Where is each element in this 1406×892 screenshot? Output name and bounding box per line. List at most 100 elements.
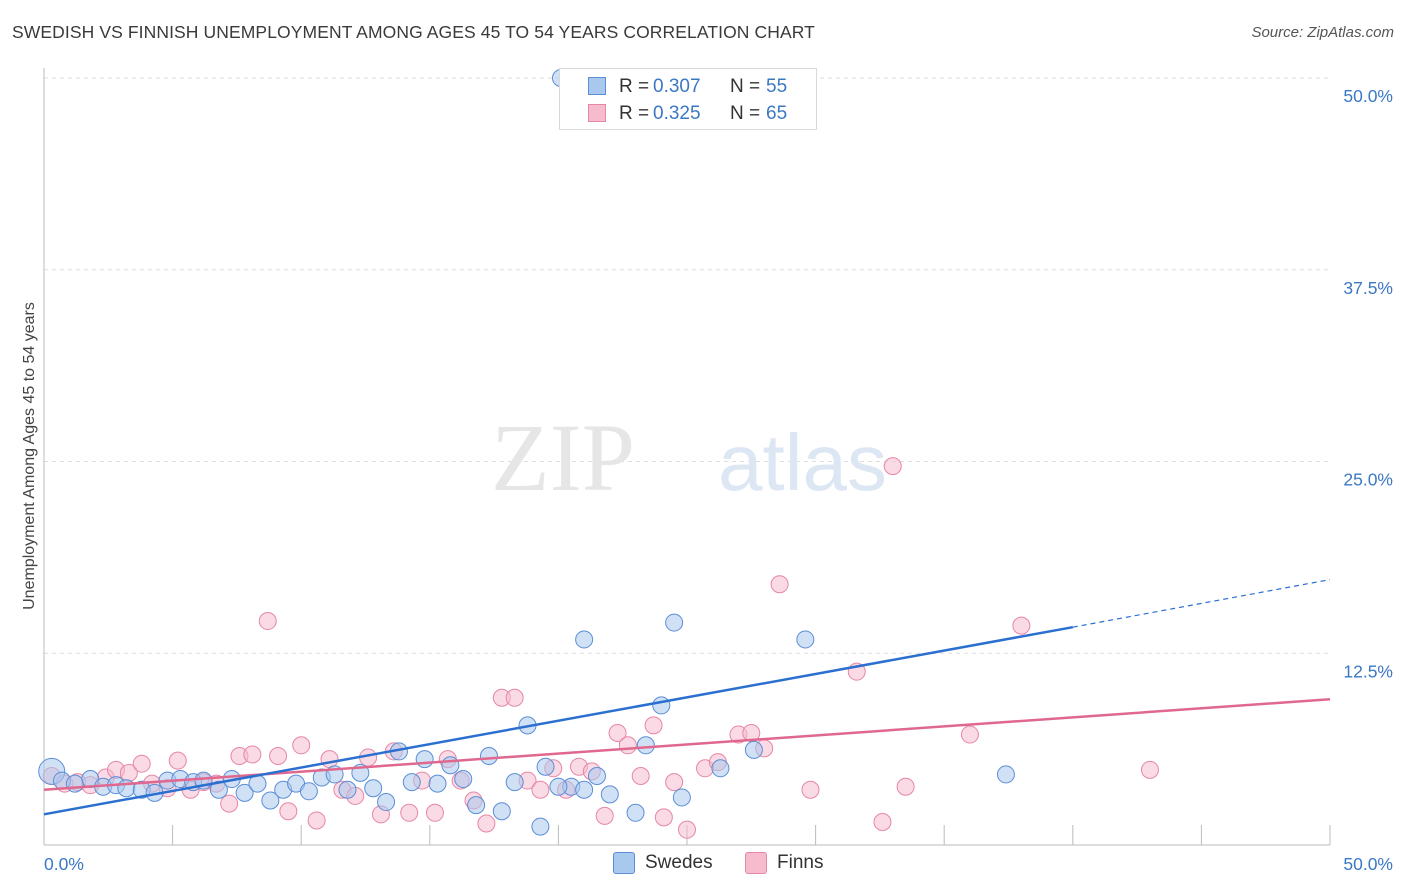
trend-lines bbox=[43, 579, 1331, 816]
y-tick-label: 37.5% bbox=[1343, 278, 1393, 298]
correlation-legend: R = 0.307 N = 55 R = 0.325 N = 65 bbox=[559, 68, 817, 130]
legend-swatch-finns bbox=[588, 104, 606, 122]
watermark-atlas: atlas bbox=[718, 418, 887, 507]
swedes-trend-line bbox=[43, 625, 1074, 816]
swedes-point bbox=[636, 736, 655, 755]
finns-point bbox=[801, 780, 820, 799]
swedes-point bbox=[626, 803, 645, 822]
finns-point bbox=[269, 747, 288, 766]
swedes-point bbox=[299, 782, 318, 801]
swedes-point bbox=[796, 630, 815, 649]
swedes-point bbox=[454, 770, 473, 789]
finns-point bbox=[1140, 760, 1159, 779]
x-tick-label: 0.0% bbox=[44, 854, 84, 874]
swedes-point bbox=[338, 780, 357, 799]
r-value-swedes: 0.307 bbox=[653, 76, 701, 97]
axes bbox=[43, 68, 1331, 846]
finns-point bbox=[320, 750, 339, 769]
swedes-point bbox=[665, 613, 684, 632]
finns-point bbox=[220, 794, 239, 813]
n-value-finns: 65 bbox=[766, 103, 788, 124]
y-axis-label: Unemployment Among Ages 45 to 54 years bbox=[21, 302, 38, 610]
source-label: Source: ZipAtlas.com bbox=[1251, 24, 1394, 41]
swedes-point bbox=[117, 779, 136, 798]
finns-point bbox=[883, 457, 902, 476]
swedes-point bbox=[549, 777, 568, 796]
finns-point bbox=[531, 780, 550, 799]
swedes-trend-extension bbox=[1072, 579, 1331, 628]
swedes-point bbox=[428, 774, 447, 793]
finns-point bbox=[243, 745, 262, 764]
swedes-point bbox=[65, 774, 84, 793]
chart-title: SWEDISH VS FINNISH UNEMPLOYMENT AMONG AG… bbox=[12, 22, 815, 42]
n-label-finns: N = bbox=[730, 103, 761, 124]
finns-point bbox=[1012, 616, 1031, 635]
finns-point bbox=[654, 808, 673, 827]
legend-swatch-swedes bbox=[588, 77, 606, 95]
swedes-point bbox=[377, 793, 396, 812]
finns-point bbox=[873, 812, 892, 831]
y-tick-label: 12.5% bbox=[1343, 661, 1393, 681]
swedes-point bbox=[261, 791, 280, 810]
finns-point bbox=[608, 724, 627, 743]
y-tick-label: 25.0% bbox=[1343, 470, 1393, 490]
y-tick-label: 50.0% bbox=[1343, 86, 1393, 106]
swedes-point bbox=[531, 817, 550, 836]
swedes-point bbox=[415, 750, 434, 769]
swedes-point bbox=[575, 630, 594, 649]
finns-point bbox=[292, 736, 311, 755]
finns-point bbox=[896, 777, 915, 796]
swedes-point bbox=[996, 765, 1015, 784]
swedes-point bbox=[575, 780, 594, 799]
watermark-zip: ZIP bbox=[491, 404, 635, 511]
finns-point bbox=[307, 811, 326, 830]
swedes-point bbox=[711, 759, 730, 778]
finns-point bbox=[168, 751, 187, 770]
finns-point bbox=[279, 802, 298, 821]
finns-point bbox=[960, 725, 979, 744]
finns-point bbox=[258, 612, 277, 631]
swedes-point bbox=[744, 740, 763, 759]
x-tick-label: 50.0% bbox=[1343, 854, 1393, 874]
swedes-point bbox=[600, 785, 619, 804]
finns-point bbox=[644, 716, 663, 735]
swedes-point bbox=[364, 779, 383, 798]
x-tick-labels: 0.0% 50.0% bbox=[44, 854, 1393, 874]
n-label-swedes: N = bbox=[730, 76, 761, 97]
legend-swatch-swedes-bottom bbox=[613, 852, 635, 874]
finns-point bbox=[425, 803, 444, 822]
finns-trend-line bbox=[43, 698, 1331, 792]
swedes-point bbox=[441, 756, 460, 775]
r-label-finns: R = bbox=[619, 103, 650, 124]
finns-point bbox=[595, 806, 614, 825]
grid-lines bbox=[44, 77, 1330, 654]
n-value-swedes: 55 bbox=[766, 76, 788, 97]
finns-point bbox=[678, 820, 696, 839]
legend-swatch-finns-bottom bbox=[745, 852, 767, 874]
swedes-point bbox=[402, 773, 421, 792]
legend-label-finns: Finns bbox=[777, 852, 824, 873]
finns-point bbox=[400, 803, 419, 822]
finns-point bbox=[770, 575, 789, 594]
finns-point bbox=[665, 773, 684, 792]
swedes-point bbox=[536, 757, 555, 776]
finns-point bbox=[631, 766, 650, 785]
watermark: ZIP atlas bbox=[491, 404, 887, 511]
swedes-point bbox=[505, 773, 524, 792]
finns-point bbox=[477, 814, 496, 833]
finns-point bbox=[132, 754, 151, 773]
finns-point bbox=[505, 688, 524, 707]
swedes-point bbox=[492, 802, 511, 821]
swedes-point bbox=[467, 796, 486, 815]
r-value-finns: 0.325 bbox=[653, 103, 701, 124]
r-label-swedes: R = bbox=[619, 76, 650, 97]
y-tick-labels: 12.5% 25.0% 37.5% 50.0% bbox=[1343, 86, 1393, 681]
legend-label-swedes: Swedes bbox=[645, 852, 713, 873]
swedes-point bbox=[587, 766, 606, 785]
swedes-point bbox=[235, 783, 254, 802]
swedes-point bbox=[479, 747, 498, 766]
swedes-point bbox=[672, 788, 691, 807]
swedes-point bbox=[652, 696, 671, 715]
finns-point bbox=[618, 736, 637, 755]
